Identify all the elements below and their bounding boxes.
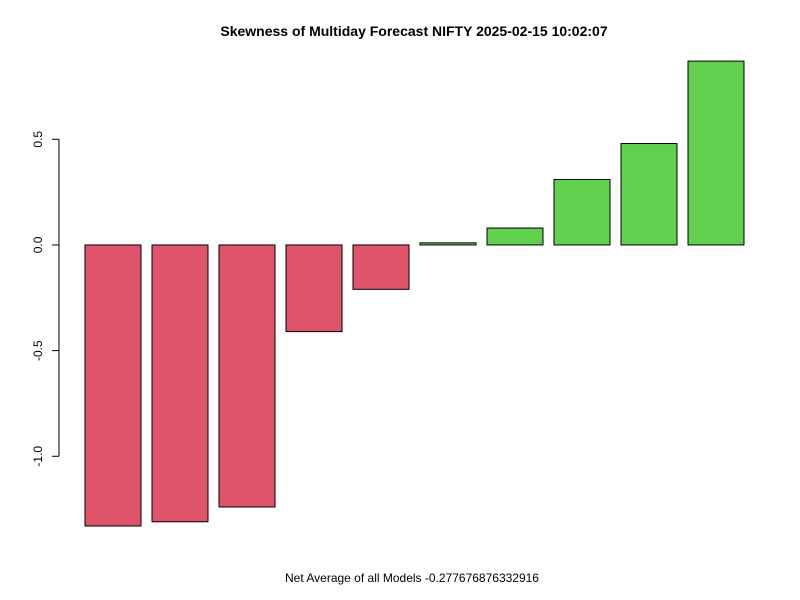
bar-6: [419, 242, 477, 246]
bar-5: [352, 244, 410, 290]
y-tick-label-4: 0.5: [31, 131, 45, 148]
bar-3: [218, 244, 276, 508]
y-tick-label-2: -0.5: [31, 340, 45, 361]
bar-7: [486, 227, 544, 246]
y-tick-label-1: -1.0: [31, 446, 45, 467]
bar-2: [151, 244, 209, 523]
bar-10: [687, 60, 745, 246]
bar-4: [285, 244, 343, 333]
x-axis-caption: Net Average of all Models -0.27767687633…: [285, 571, 539, 585]
bar-8: [553, 178, 611, 246]
y-tick-label-3: 0.0: [31, 236, 45, 253]
bar-9: [620, 143, 678, 246]
bars: [84, 60, 745, 527]
chart-title: Skewness of Multiday Forecast NIFTY 2025…: [220, 23, 607, 39]
y-axis: -1.0 -0.5 0.0 0.5: [31, 131, 60, 467]
bar-1: [84, 244, 142, 527]
